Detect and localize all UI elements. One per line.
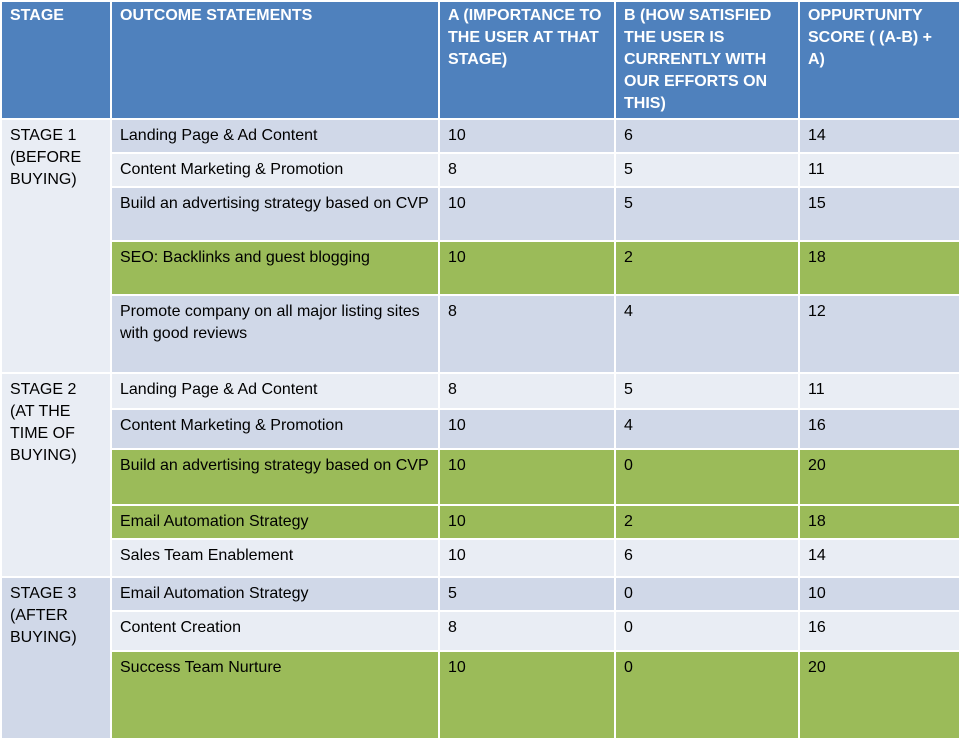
importance-cell: 10	[438, 504, 616, 540]
outcome-cell: Sales Team Enablement	[110, 538, 440, 578]
table-row: Content Marketing & Promotion 8 5 11	[1, 152, 959, 188]
outcome-cell: SEO: Backlinks and guest blogging	[110, 240, 440, 296]
table-row: STAGE 3 (AFTER BUYING) Email Automation …	[0, 576, 959, 740]
table-row: Build an advertising strategy based on C…	[1, 186, 959, 242]
outcome-cell: Build an advertising strategy based on C…	[110, 448, 440, 506]
header-importance: A (IMPORTANCE TO THE USER AT THAT STAGE)	[438, 0, 616, 120]
satisfaction-cell: 4	[614, 408, 800, 450]
table-row-highlighted: Build an advertising strategy based on C…	[1, 448, 959, 506]
importance-cell: 10	[438, 186, 616, 242]
score-cell: 14	[798, 118, 959, 154]
satisfaction-cell: 0	[614, 650, 800, 740]
importance-cell: 10	[438, 408, 616, 450]
score-cell: 12	[798, 294, 959, 374]
stage-label: STAGE 2 (AT THE TIME OF BUYING)	[0, 372, 112, 578]
header-opportunity-score: OPPURTUNITY SCORE ( (A-B) + A)	[798, 0, 959, 120]
satisfaction-cell: 0	[614, 448, 800, 506]
table-row: Content Marketing & Promotion 10 4 16	[1, 408, 959, 450]
outcome-cell: Email Automation Strategy	[110, 576, 440, 612]
importance-cell: 10	[438, 650, 616, 740]
importance-cell: 8	[438, 610, 616, 652]
outcome-cell: Promote company on all major listing sit…	[110, 294, 440, 374]
importance-cell: 8	[438, 372, 616, 410]
table-row: Promote company on all major listing sit…	[1, 294, 959, 374]
satisfaction-cell: 4	[614, 294, 800, 374]
table-row: Content Creation 8 0 16	[1, 610, 959, 652]
importance-cell: 10	[438, 538, 616, 578]
header-row: STAGE OUTCOME STATEMENTS A (IMPORTANCE T…	[0, 0, 959, 120]
table-row: STAGE 1 (BEFORE BUYING) Landing Page & A…	[0, 118, 959, 374]
header-stage: STAGE	[0, 0, 112, 120]
importance-cell: 10	[438, 240, 616, 296]
satisfaction-cell: 0	[614, 576, 800, 612]
score-cell: 16	[798, 610, 959, 652]
satisfaction-cell: 6	[614, 538, 800, 578]
satisfaction-cell: 5	[614, 152, 800, 188]
score-cell: 20	[798, 650, 959, 740]
score-cell: 18	[798, 504, 959, 540]
importance-cell: 10	[438, 448, 616, 506]
outcome-cell: Content Creation	[110, 610, 440, 652]
score-cell: 11	[798, 372, 959, 410]
satisfaction-cell: 0	[614, 610, 800, 652]
score-cell: 11	[798, 152, 959, 188]
score-cell: 15	[798, 186, 959, 242]
outcome-cell: Build an advertising strategy based on C…	[110, 186, 440, 242]
satisfaction-cell: 2	[614, 240, 800, 296]
table-row: STAGE 2 (AT THE TIME OF BUYING) Landing …	[0, 372, 959, 578]
importance-cell: 5	[438, 576, 616, 612]
table-row: Sales Team Enablement 10 6 14	[1, 538, 959, 578]
outcome-cell: Email Automation Strategy	[110, 504, 440, 540]
header-outcome: OUTCOME STATEMENTS	[110, 0, 440, 120]
table-row-highlighted: Email Automation Strategy 10 2 18	[1, 504, 959, 540]
satisfaction-cell: 5	[614, 186, 800, 242]
importance-cell: 10	[438, 118, 616, 154]
outcome-cell: Content Marketing & Promotion	[110, 408, 440, 450]
score-cell: 20	[798, 448, 959, 506]
table-row-highlighted: SEO: Backlinks and guest blogging 10 2 1…	[1, 240, 959, 296]
importance-cell: 8	[438, 152, 616, 188]
importance-cell: 8	[438, 294, 616, 374]
satisfaction-cell: 6	[614, 118, 800, 154]
stage-label: STAGE 1 (BEFORE BUYING)	[0, 118, 112, 374]
satisfaction-cell: 2	[614, 504, 800, 540]
stage-label: STAGE 3 (AFTER BUYING)	[0, 576, 112, 740]
outcome-cell: Landing Page & Ad Content	[110, 372, 440, 410]
outcome-cell: Landing Page & Ad Content	[110, 118, 440, 154]
table-row-highlighted: Success Team Nurture 10 0 20	[1, 650, 959, 740]
outcome-cell: Success Team Nurture	[110, 650, 440, 740]
score-cell: 18	[798, 240, 959, 296]
score-cell: 16	[798, 408, 959, 450]
outcome-cell: Content Marketing & Promotion	[110, 152, 440, 188]
header-satisfaction: B (HOW SATISFIED THE USER IS CURRENTLY W…	[614, 0, 800, 120]
score-cell: 14	[798, 538, 959, 578]
satisfaction-cell: 5	[614, 372, 800, 410]
score-cell: 10	[798, 576, 959, 612]
